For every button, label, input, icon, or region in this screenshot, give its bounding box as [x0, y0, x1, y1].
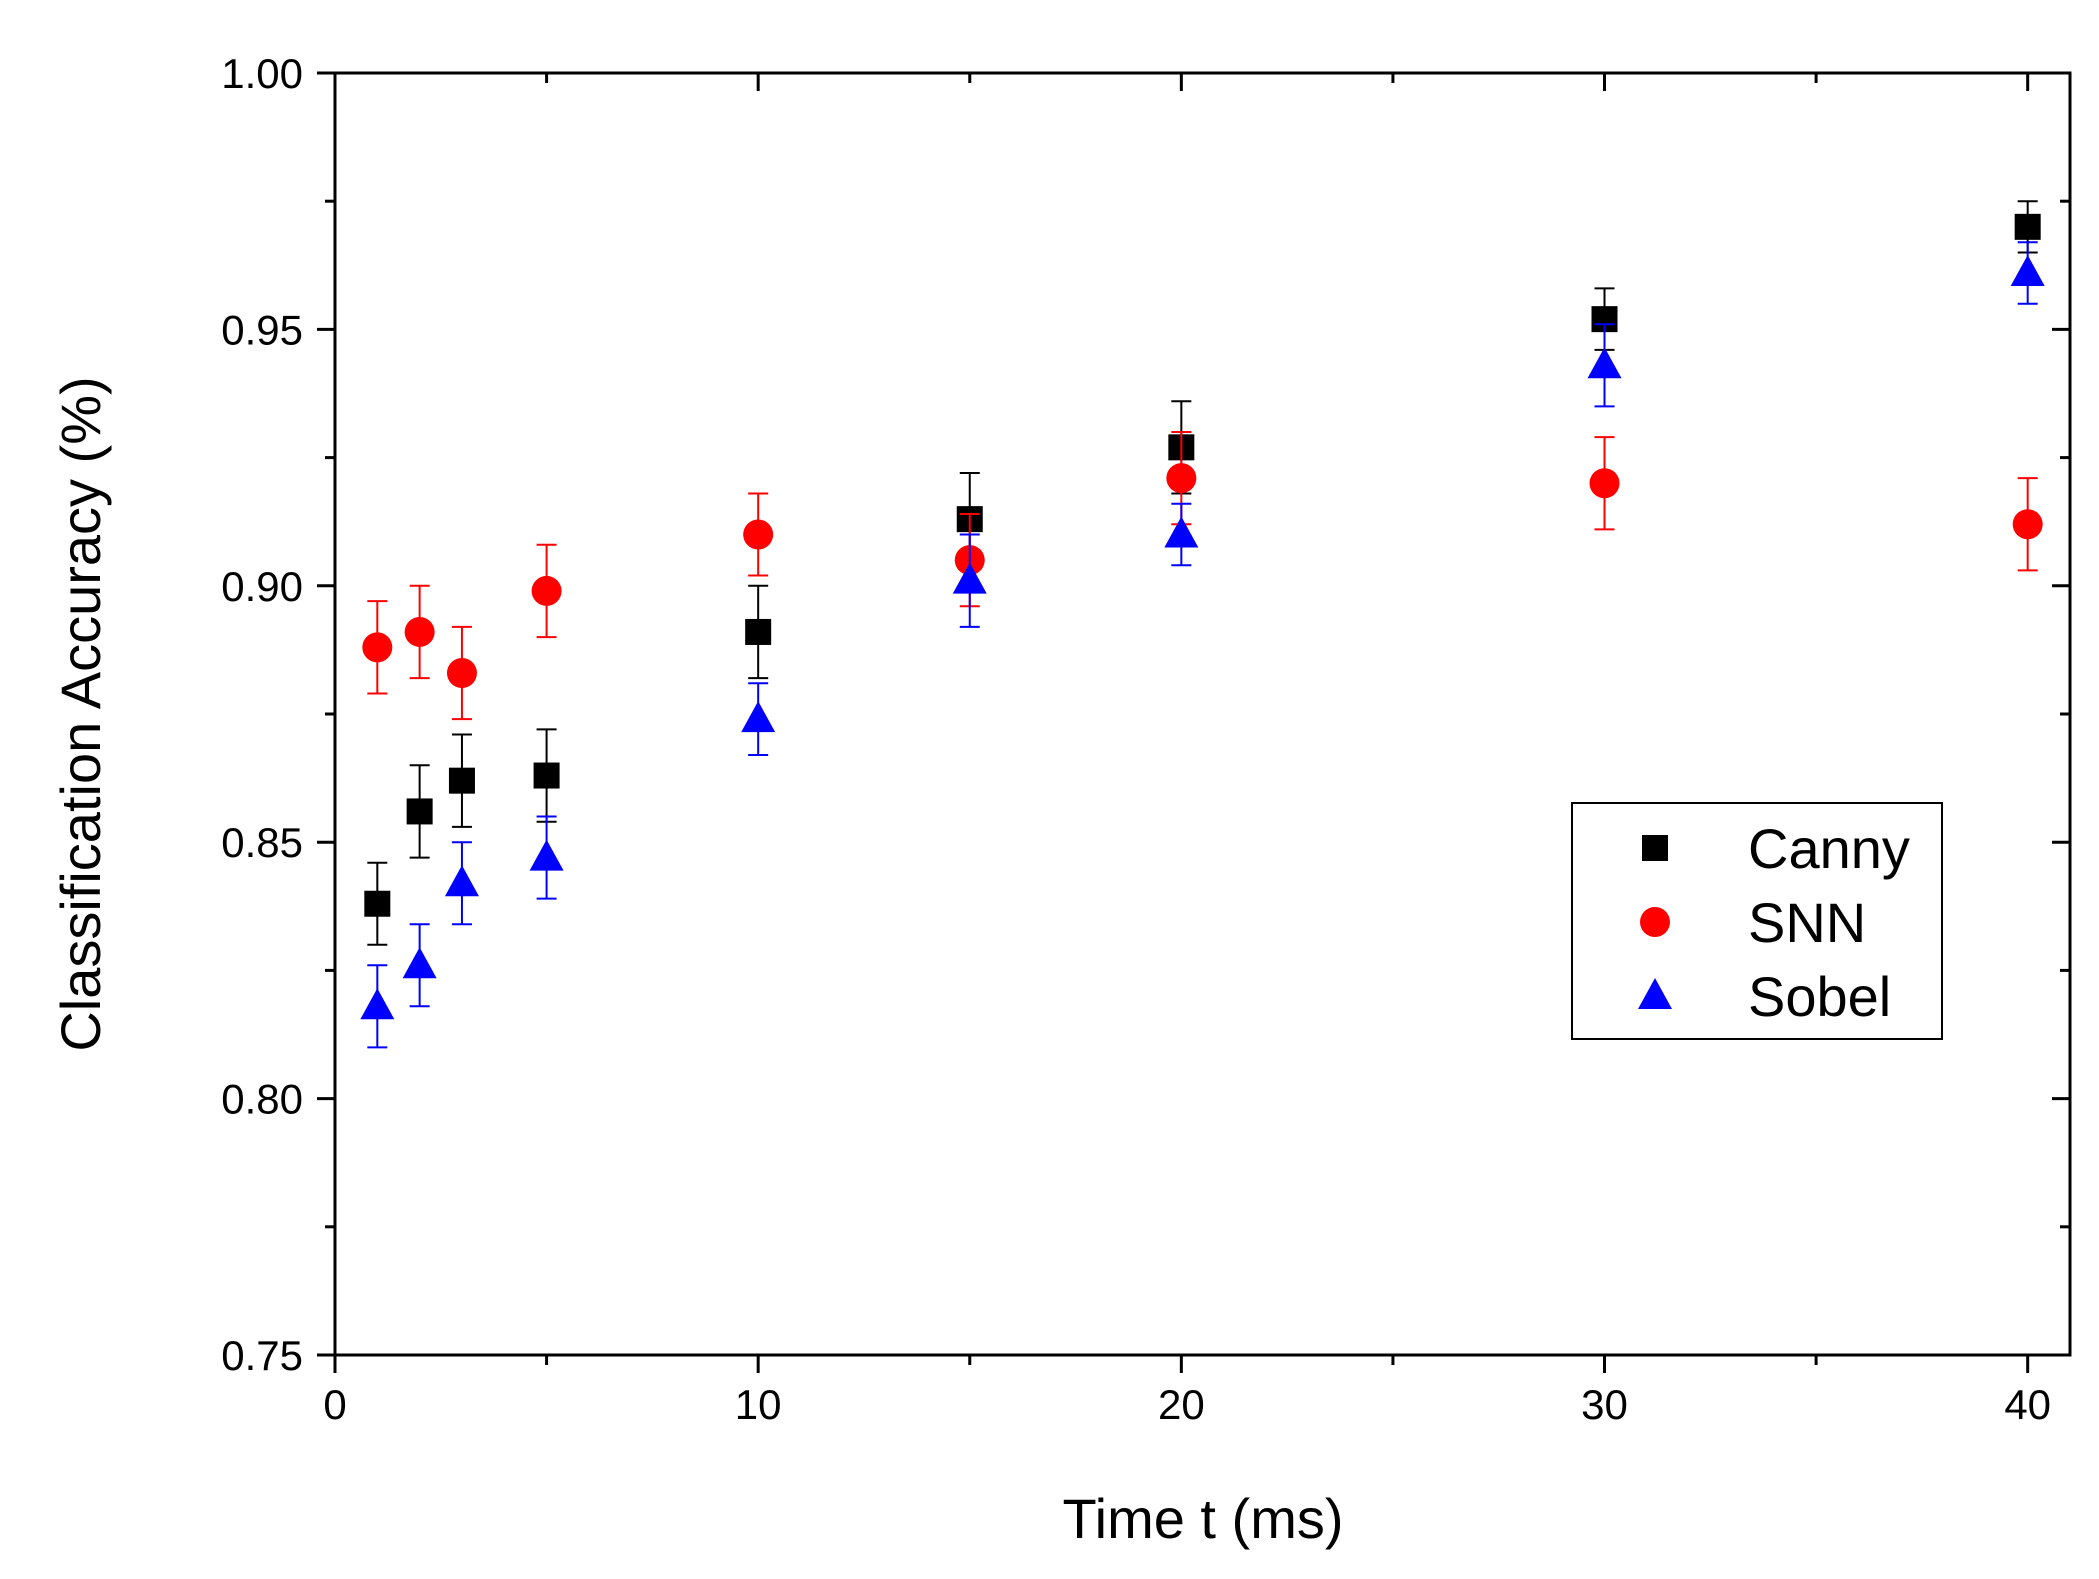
sobel-point — [529, 839, 564, 871]
canny-point — [745, 618, 772, 645]
snn-point — [404, 616, 435, 647]
canny-point — [2014, 213, 2041, 240]
sobel-point — [402, 947, 437, 979]
series-snn — [362, 430, 2043, 721]
canny-point — [448, 767, 475, 794]
y-tick-label: 0.95 — [221, 306, 303, 353]
y-tick-label: 1.00 — [221, 50, 303, 97]
x-tick-label: 30 — [1581, 1381, 1628, 1428]
x-tick-label: 10 — [735, 1381, 782, 1428]
snn-point — [743, 519, 774, 550]
axis-tick-labels: 0 10 20 30 40 0.75 0.80 0.85 0.90 0.95 1.00 — [221, 50, 2051, 1428]
legend-sobel-label: Sobel — [1748, 965, 1891, 1028]
x-tick-label: 0 — [323, 1381, 346, 1428]
sobel-point — [444, 865, 479, 897]
snn-point — [1589, 468, 1620, 499]
snn-point — [446, 657, 477, 688]
legend: Canny SNN Sobel — [1571, 802, 1943, 1040]
x-tick-label: 40 — [2004, 1381, 2051, 1428]
canny-point — [533, 762, 560, 789]
sobel-point — [2010, 254, 2045, 286]
axis-ticks — [317, 71, 2070, 1373]
legend-snn-label: SNN — [1748, 891, 1866, 954]
legend-sobel-marker — [1638, 978, 1672, 1009]
series-sobel — [360, 241, 2045, 1049]
canny-point — [364, 890, 391, 917]
y-tick-label: 0.75 — [221, 1332, 303, 1379]
sobel-point — [1587, 347, 1622, 379]
snn-point — [2012, 509, 2043, 540]
legend-snn-marker — [1640, 907, 1670, 937]
legend-canny-label: Canny — [1748, 817, 1910, 880]
plot-frame — [333, 71, 2072, 1357]
y-tick-label: 0.80 — [221, 1076, 303, 1123]
x-tick-label: 20 — [1158, 1381, 1205, 1428]
sobel-point — [741, 701, 776, 733]
legend-canny-marker — [1642, 835, 1668, 861]
canny-point — [406, 798, 433, 825]
y-tick-label: 0.85 — [221, 819, 303, 866]
snn-point — [531, 575, 562, 606]
sobel-point — [952, 562, 987, 594]
legend-box — [1571, 802, 1943, 1040]
x-axis-title: Time t (ms) — [1063, 1487, 1344, 1550]
snn-point — [1166, 463, 1197, 494]
y-axis-title: Classification Accuracy (%) — [49, 376, 112, 1051]
sobel-point — [1164, 516, 1199, 548]
sobel-point — [360, 988, 395, 1020]
snn-point — [362, 632, 393, 663]
data-series — [360, 200, 2045, 1049]
y-tick-label: 0.90 — [221, 563, 303, 610]
